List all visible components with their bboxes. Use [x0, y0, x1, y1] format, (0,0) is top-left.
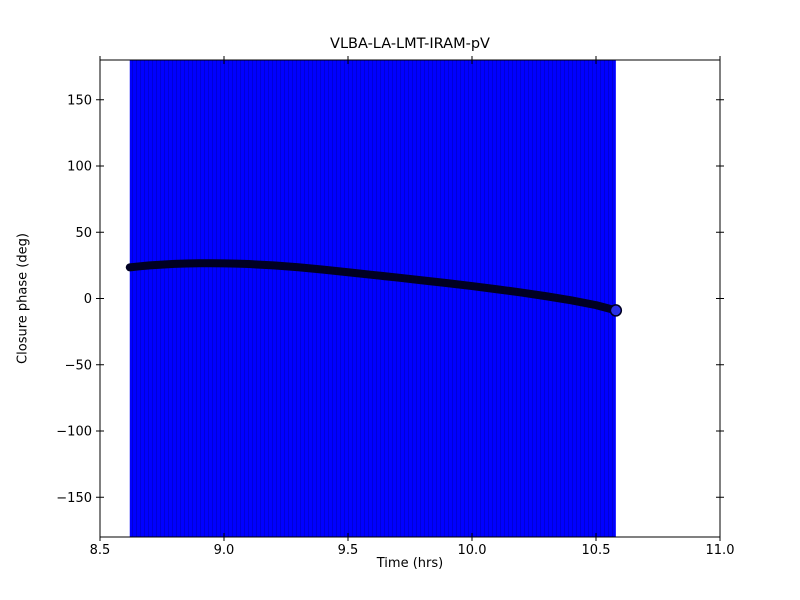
x-tick-label: 10.5	[582, 543, 611, 558]
plot-title: VLBA-LA-LMT-IRAM-pV	[330, 36, 490, 52]
x-tick-label: 10.0	[458, 543, 487, 558]
data-point-marker	[609, 304, 623, 317]
x-tick-label: 11.0	[706, 543, 735, 558]
x-tick-label: 9.0	[214, 543, 235, 558]
y-tick-label: −50	[65, 358, 92, 373]
y-tick-label: 100	[67, 160, 92, 175]
y-tick-label: −100	[56, 425, 92, 440]
data-series-line	[125, 259, 620, 315]
x-tick-label: 8.5	[90, 543, 111, 558]
y-axis-label: Closure phase (deg)	[15, 233, 31, 364]
y-tick-label: 150	[67, 93, 92, 108]
y-tick-label: −150	[56, 491, 92, 506]
y-tick-label: 0	[84, 292, 92, 307]
x-tick-label: 9.5	[338, 543, 359, 558]
y-tick-label: 50	[75, 226, 92, 241]
x-axis-label: Time (hrs)	[376, 556, 444, 571]
